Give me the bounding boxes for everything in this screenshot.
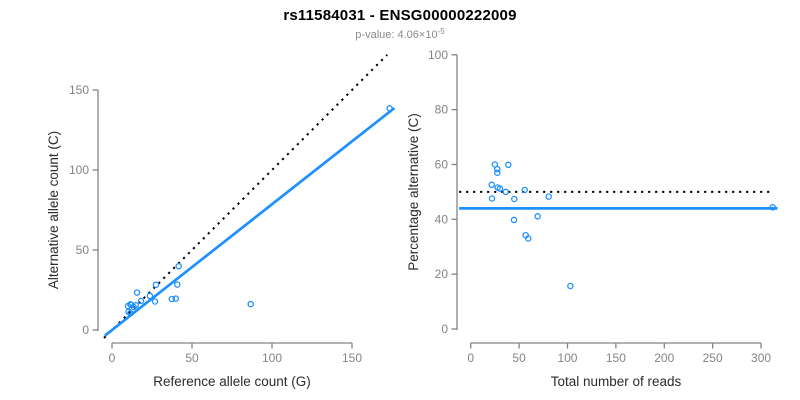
y-tick-label: 60 [435,157,449,171]
x-tick-label: 300 [751,351,771,365]
data-point [386,105,393,112]
data-point [146,292,154,300]
data-point [172,295,180,302]
x-tick-label: 200 [654,351,674,365]
allele-counts-plot: 0 50 100 150 0 50 100 150 Reference allele count… [46,54,396,389]
data-point [567,282,574,290]
y-tick-label: 150 [69,83,89,97]
data-point [494,165,501,173]
data-point [525,235,532,242]
y-tick-label: 0 [441,322,448,336]
data-point [151,298,159,305]
plot-subtitle: p-value: 4.06×10-5 [0,27,800,41]
p-value-text: p-value: 4.06×10 [355,29,438,41]
data-point [521,186,528,194]
y-axis-title: Percentage alternative (C) [406,113,421,271]
x-axis-title: Reference allele count (G) [153,374,311,389]
x-tick-label: 150 [342,351,362,365]
y-tick-label: 20 [435,267,449,281]
data-point [247,300,254,308]
x-axis-title: Total number of reads [551,374,682,389]
y-tick-label: 100 [428,48,448,62]
data-point [127,309,134,317]
data-point [510,216,518,224]
dotted-reference-line [103,54,388,339]
plot-header: rs11584031 - ENSG00000222009 p-value: 4.… [0,0,800,41]
y-tick-label: 100 [69,163,89,177]
data-point [488,181,495,189]
data-point [502,188,509,196]
x-tick-label: 0 [109,351,116,365]
data-point [133,289,141,296]
y-tick-label: 0 [82,323,89,337]
data-point [168,295,176,303]
y-tick-label: 80 [435,103,449,117]
y-tick-label: 40 [435,212,449,226]
x-tick-label: 250 [703,351,723,365]
data-point [505,161,512,169]
x-tick-label: 50 [512,351,526,365]
data-point [534,213,541,220]
x-tick-label: 100 [557,351,577,365]
x-tick-label: 0 [467,351,474,365]
y-tick-label: 50 [76,243,90,257]
percentage-alternative-plot: 0 50 100 150 200 250 300 0 20 40 60 80 100 Total numb… [406,48,778,389]
x-tick-label: 50 [185,351,199,365]
data-point [152,281,160,288]
data-point [494,169,501,176]
data-point [132,301,139,309]
data-point [174,281,181,288]
data-point [496,185,504,192]
data-point [175,262,182,270]
data-point [769,204,776,211]
data-point [545,193,552,200]
data-point [137,297,145,305]
p-value-exponent: -5 [437,27,445,36]
y-axis-title: Alternative allele count (C) [46,131,61,289]
x-tick-label: 150 [606,351,626,365]
data-point [488,195,496,202]
x-tick-label: 100 [262,351,282,365]
fitted-line [103,106,396,337]
plot-title: rs11584031 - ENSG00000222009 [283,7,517,24]
data-point [511,195,518,203]
